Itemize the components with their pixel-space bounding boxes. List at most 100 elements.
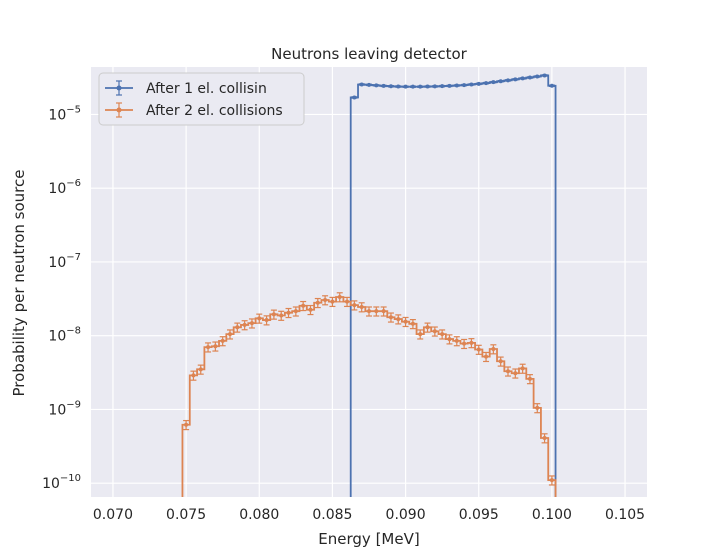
x-tick-label: 0.075	[166, 507, 206, 523]
data-point	[351, 95, 358, 100]
data-point	[358, 302, 365, 313]
data-point	[248, 318, 255, 329]
data-point	[307, 304, 314, 316]
data-point	[446, 83, 453, 88]
x-tick-label: 0.095	[459, 507, 499, 523]
data-point	[241, 320, 248, 331]
data-point	[402, 84, 409, 89]
data-point	[483, 351, 490, 363]
data-point	[417, 84, 424, 89]
data-point	[512, 368, 519, 379]
data-point	[453, 83, 460, 88]
data-point	[373, 83, 380, 88]
legend-label: After 2 el. collisions	[146, 103, 283, 119]
data-point	[483, 81, 490, 86]
data-point	[387, 312, 394, 323]
data-point	[409, 84, 416, 89]
data-point	[205, 342, 212, 353]
data-point	[526, 75, 533, 80]
data-point	[475, 81, 482, 86]
data-point	[519, 363, 526, 374]
data-point	[512, 77, 519, 82]
data-point	[541, 73, 548, 78]
data-point	[475, 344, 482, 355]
series-layer	[181, 73, 557, 497]
data-point	[351, 300, 358, 311]
data-point	[439, 329, 446, 340]
data-point	[344, 296, 351, 308]
legend: After 1 el. collisin After 2 el. collisio…	[98, 72, 305, 126]
data-point	[373, 306, 380, 317]
plot-area	[91, 67, 647, 497]
data-point	[278, 310, 285, 321]
data-point	[497, 356, 504, 367]
data-point	[380, 306, 387, 317]
data-point	[541, 433, 548, 444]
data-point	[366, 82, 372, 87]
y-tick-label: 10−10	[42, 473, 81, 492]
data-point	[446, 334, 453, 345]
data-point	[263, 315, 270, 326]
data-point	[285, 307, 292, 319]
x-tick-label: 0.100	[532, 507, 572, 523]
y-tick-label: 10−7	[48, 252, 81, 271]
data-point	[183, 419, 190, 431]
data-point	[256, 313, 263, 324]
series-line-2	[181, 296, 557, 497]
data-point	[424, 84, 431, 89]
data-point	[387, 84, 394, 89]
x-tick-label: 0.085	[312, 507, 352, 523]
data-point	[197, 364, 204, 375]
data-point	[329, 296, 336, 308]
data-point	[322, 295, 329, 306]
legend-entry: After 1 el. collisin	[105, 80, 267, 97]
chart-title: Neutrons leaving detector	[271, 45, 468, 63]
data-point	[227, 329, 233, 340]
legend-entry: After 2 el. collisions	[105, 102, 283, 119]
data-point	[219, 336, 226, 347]
x-tick-label: 0.080	[239, 507, 279, 523]
data-point	[409, 319, 416, 330]
legend-box	[98, 72, 305, 126]
data-point	[292, 306, 299, 317]
data-point	[395, 314, 402, 325]
y-tick-label: 10−6	[48, 178, 81, 197]
y-tick-label: 10−9	[48, 399, 81, 418]
data-point	[490, 344, 497, 355]
data-point	[431, 84, 438, 89]
y-axis-label: Probability per neutron source	[10, 170, 28, 397]
data-point	[519, 76, 526, 81]
grid	[91, 67, 647, 497]
data-point	[453, 336, 460, 347]
data-point	[534, 403, 541, 414]
data-point	[212, 341, 219, 352]
x-tick-label: 0.090	[386, 507, 426, 523]
data-point	[190, 370, 197, 381]
data-point	[300, 300, 307, 312]
data-point	[548, 475, 555, 486]
data-point	[270, 309, 277, 320]
data-point	[461, 338, 468, 350]
data-point	[314, 297, 321, 309]
data-point	[534, 74, 541, 79]
data-point	[395, 84, 402, 89]
data-point	[461, 83, 468, 88]
data-point	[417, 329, 424, 340]
ticks: 0.070 0.075 0.080 0.085 0.090 0.095 0.100 0.105…	[42, 104, 645, 523]
data-point	[366, 306, 372, 317]
x-tick-label: 0.105	[605, 507, 645, 523]
data-point	[336, 292, 343, 303]
data-point	[380, 83, 387, 88]
y-tick-label: 10−5	[48, 104, 81, 123]
data-point	[402, 316, 409, 328]
data-point	[490, 80, 497, 85]
data-point	[505, 366, 511, 377]
x-tick-label: 0.070	[93, 507, 133, 523]
data-point	[468, 338, 475, 349]
data-point	[234, 322, 241, 333]
data-point	[526, 374, 533, 385]
y-tick-label: 10−8	[48, 326, 81, 345]
x-axis-label: Energy [MeV]	[318, 530, 419, 548]
data-point	[497, 79, 504, 84]
